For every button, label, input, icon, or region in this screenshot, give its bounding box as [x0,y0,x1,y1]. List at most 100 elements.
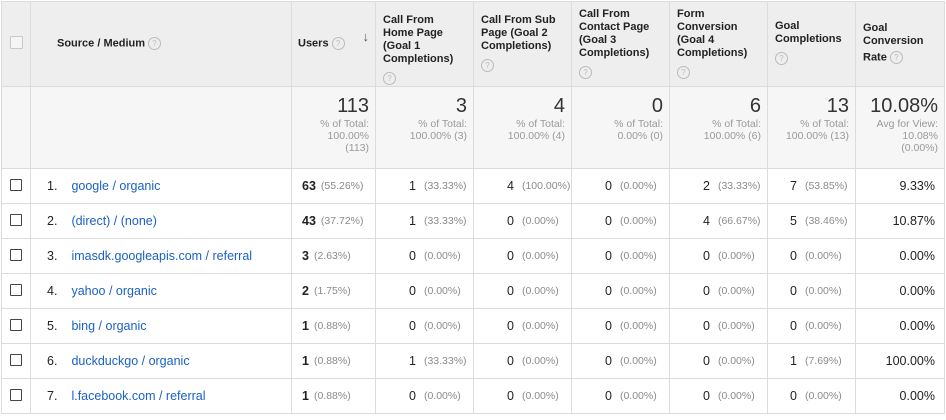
row-checkbox[interactable] [10,318,22,331]
goal3-cell: 0 (0.00%) [571,273,670,309]
row-checkbox-cell [1,343,31,379]
source-medium-link[interactable]: l.facebook.com / referral [71,389,206,403]
header-source-medium[interactable]: Source / Medium? [30,1,292,87]
row-checkbox[interactable] [10,283,22,296]
goal1-percent: (33.33%) [423,180,467,192]
goal4-value: 4 [703,214,710,228]
header-goal-completions[interactable]: Goal Completions? [767,1,856,87]
source-medium-link[interactable]: imasdk.googleapis.com / referral [71,249,253,263]
source-medium-link[interactable]: yahoo / organic [71,284,157,298]
goal2-cell: 0 (0.00%) [473,203,572,239]
goal4-value: 0 [703,389,710,403]
row-index: 3. [47,249,58,263]
goal2-percent: (0.00%) [521,355,559,367]
help-icon[interactable]: ? [148,37,162,51]
goal3-cell: 0 (0.00%) [571,378,670,414]
goal2-value: 0 [507,354,514,368]
goal2-value: 0 [507,319,514,333]
source-medium-link[interactable]: (direct) / (none) [71,214,157,228]
goal-completions-cell: 0 (0.00%) [767,238,856,274]
goal-completions-percent: (53.85%) [804,180,848,192]
users-percent: (0.88%) [313,320,351,332]
help-icon[interactable]: ? [889,51,903,64]
goal-completions-value: 0 [790,249,797,263]
goal2-percent: (0.00%) [521,215,559,227]
goal2-cell: 4 (100.00%) [473,168,572,204]
users-cell: 2 (1.75%) [291,273,376,309]
goal3-value: 0 [605,214,612,228]
source-medium-link[interactable]: google / organic [71,179,161,193]
header-goal2[interactable]: Call From Sub Page (Goal 2 Completions)? [473,1,572,87]
conversion-rate-cell: 10.87% [855,203,945,239]
goal3-cell: 0 (0.00%) [571,238,670,274]
goal2-percent: (0.00%) [521,285,559,297]
header-goal1[interactable]: Call From Home Page (Goal 1 Completions)… [375,1,474,87]
goal-completions-percent: (7.69%) [804,355,842,367]
total-goal-completions: 13% of Total: 100.00% (13) [767,86,856,169]
goal4-value: 0 [703,284,710,298]
goal-completions-percent: (38.46%) [804,215,848,227]
goal1-cell: 1 (33.33%) [375,203,474,239]
help-icon[interactable]: ? [775,52,788,65]
goal4-percent: (33.33%) [717,180,761,192]
goal3-value: 0 [605,354,612,368]
users-cell: 1 (0.88%) [291,343,376,379]
users-value: 1 [302,354,309,368]
help-icon[interactable]: ? [331,37,345,51]
help-icon[interactable]: ? [677,66,690,79]
row-checkbox[interactable] [10,388,22,401]
row-checkbox-cell [1,308,31,344]
goal-completions-percent: (0.00%) [804,320,842,332]
users-value: 1 [302,389,309,403]
goal2-cell: 0 (0.00%) [473,378,572,414]
goal-completions-cell: 0 (0.00%) [767,273,856,309]
users-percent: (1.75%) [313,285,351,297]
conversion-rate-cell: 0.00% [855,238,945,274]
users-value: 1 [302,319,309,333]
total-goal2: 4% of Total: 100.00% (4) [473,86,572,169]
users-value: 3 [302,249,309,263]
source-cell: 4. yahoo / organic [30,273,292,309]
source-cell: 1. google / organic [30,168,292,204]
conversion-rate-cell: 0.00% [855,308,945,344]
row-checkbox[interactable] [10,178,22,191]
goal1-value: 1 [409,214,416,228]
row-checkbox[interactable] [10,213,22,226]
row-index: 5. [47,319,58,333]
total-conversion-rate: 10.08% Avg for View: 10.08% (0.00%) [855,86,945,169]
source-medium-link[interactable]: bing / organic [71,319,147,333]
help-icon[interactable]: ? [383,72,396,85]
goal-completions-cell: 0 (0.00%) [767,308,856,344]
goal3-percent: (0.00%) [619,390,657,402]
goal3-percent: (0.00%) [619,355,657,367]
header-checkbox-cell [1,1,31,87]
header-users[interactable]: Users? ↓ [291,1,376,87]
source-cell: 2. (direct) / (none) [30,203,292,239]
header-goal-conversion-rate[interactable]: Goal Conversion Rate? [855,1,945,87]
goal4-percent: (66.67%) [717,215,761,227]
header-goal3[interactable]: Call From Contact Page (Goal 3 Completio… [571,1,670,87]
row-checkbox[interactable] [10,248,22,261]
users-percent: (0.88%) [313,355,351,367]
goal3-value: 0 [605,389,612,403]
total-goal1: 3% of Total: 100.00% (3) [375,86,474,169]
conversion-rate-cell: 9.33% [855,168,945,204]
help-icon[interactable]: ? [579,66,592,79]
goal1-cell: 0 (0.00%) [375,238,474,274]
select-all-checkbox[interactable] [9,36,23,49]
help-icon[interactable]: ? [481,59,494,72]
row-checkbox[interactable] [10,353,22,366]
goal1-percent: (0.00%) [423,250,461,262]
goal4-cell: 0 (0.00%) [669,273,768,309]
users-value: 2 [302,284,309,298]
source-medium-link[interactable]: duckduckgo / organic [71,354,190,368]
goal4-value: 2 [703,179,710,193]
users-percent: (2.63%) [313,250,351,262]
header-goal4[interactable]: Form Conversion (Goal 4 Completions)? [669,1,768,87]
row-checkbox-cell [1,168,31,204]
goal4-percent: (0.00%) [717,390,755,402]
source-cell: 5. bing / organic [30,308,292,344]
goal-completions-value: 0 [790,319,797,333]
goal4-value: 0 [703,319,710,333]
goal1-percent: (0.00%) [423,320,461,332]
